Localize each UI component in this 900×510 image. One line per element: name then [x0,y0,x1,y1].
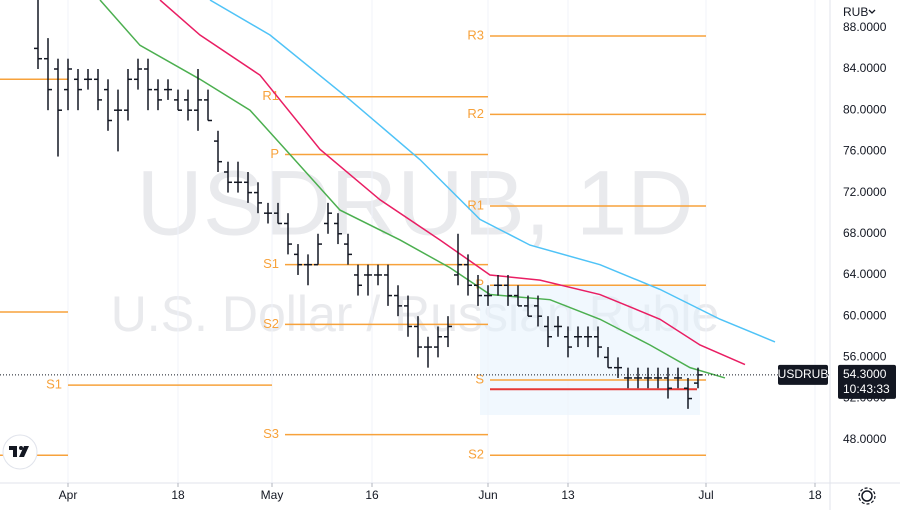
currency[interactable]: RUB [843,5,868,19]
y-tick-label: 72.0000 [843,185,887,199]
moving-average [209,0,776,343]
y-tick-label: 68.0000 [843,226,887,240]
x-tick-label: Jul [698,488,713,502]
x-tick-label: 16 [365,488,379,502]
price-tag-label: 54.3000 [843,367,887,381]
currency-caret[interactable] [868,9,876,14]
symbol-tag [778,364,828,385]
pivot-label: R2 [467,106,484,121]
pivot-label: P [270,146,279,161]
pivot-label: R1 [467,197,484,212]
price-tag [838,364,896,399]
y-tick-label: 80.0000 [843,102,887,116]
pivot-label: P [475,277,484,292]
y-tick-label: 56.0000 [843,350,887,364]
countdown: 10:43:33 [843,382,890,396]
x-tick-label: 13 [561,488,575,502]
x-tick-label: Apr [59,488,78,502]
moving-average [159,0,746,366]
y-tick-label: 48.0000 [843,432,887,446]
pivot-label: S2 [263,316,279,331]
y-tick-label: 84.0000 [843,61,887,75]
pivot-label: R1 [262,88,279,103]
pivot-label: S [475,371,484,386]
pivot-label: R3 [467,27,484,42]
y-tick-label: 64.0000 [843,267,887,281]
x-tick-label: 18 [808,488,822,502]
logo [2,434,38,470]
watermark-title: USDRUB, 1D [136,152,693,254]
pivot-label: S2 [468,447,484,462]
pivot-label: S1 [263,256,279,271]
moving-average [99,0,726,379]
y-tick-label: 76.0000 [843,144,887,158]
symbol-tag-label: USDRUB [778,367,829,381]
y-tick-label: 88.0000 [843,20,887,34]
y-tick-label: 60.0000 [843,308,887,322]
pivot-label: S1 [46,377,62,392]
x-tick-label: Jun [478,488,497,502]
pivot-label: S3 [263,426,279,441]
x-tick-label: 18 [171,488,185,502]
x-tick-label: May [261,488,284,502]
profile-area [480,285,700,415]
settings-icon[interactable] [858,487,876,505]
